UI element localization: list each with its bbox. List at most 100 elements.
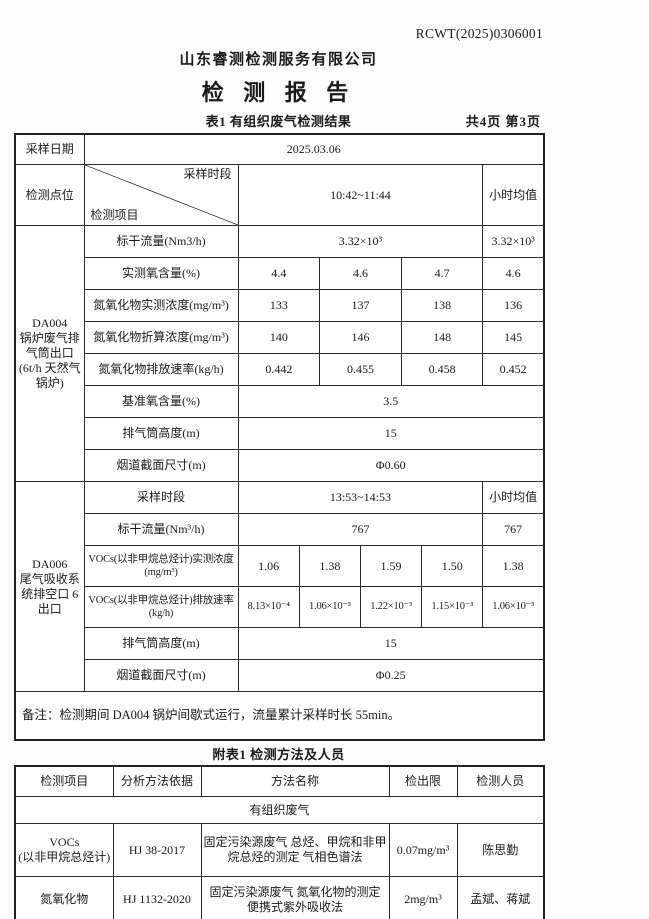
o2-avg: 4.6 — [482, 257, 545, 290]
row-duct-size-da006: 烟道截面尺寸(m) Φ0.25 — [15, 659, 545, 692]
method-basis: HJ 38-2017 — [112, 823, 202, 877]
duct-size-label-da006: 烟道截面尺寸(m) — [83, 659, 239, 692]
voc-concentration-4: 1.50 — [421, 545, 484, 587]
method-item: VOCs (以非甲烷总烃计) — [14, 823, 114, 877]
row-header: 检测点位 采样时段 检测项目 10:42~11:44 小时均值 — [14, 164, 545, 226]
voc-concentration-label: VOCs(以非甲烷总烃计)实测浓度 (mg/m³) — [83, 545, 239, 587]
method-name: 固定污染源废气 氮氧化物的测定 便携式紫外吸收法 — [200, 876, 390, 919]
duct-size-value-da006: Φ0.25 — [237, 659, 545, 692]
nox-converted-1: 140 — [237, 321, 321, 354]
nox-rate-3: 0.458 — [400, 353, 484, 386]
method-personnel: 陈思勤 — [456, 823, 545, 877]
results-table: 采样日期 2025.03.06 检测点位 采样时段 检测项目 10:42~11:… — [14, 133, 545, 741]
table1-caption: 表1 有组织废气检测结果 — [205, 114, 352, 129]
flow-avg: 3.32×10³ — [482, 225, 545, 258]
row-voc-concentration: VOCs(以非甲烷总烃计)实测浓度 (mg/m³) 1.06 1.38 1.59… — [15, 545, 545, 587]
flow-value: 3.32×10³ — [237, 225, 484, 258]
nox-measured-3: 138 — [400, 289, 484, 322]
flow-label: 标干流量(Nm3/h) — [83, 225, 239, 258]
flow-value-da006: 767 — [237, 513, 484, 546]
row-flow-da006: 标干流量(Nm³/h) 767 767 — [15, 513, 545, 546]
voc-rate-label: VOCs(以非甲烷总烃计)排放速率 (kg/h) — [83, 586, 239, 628]
stack-height-value: 15 — [237, 417, 545, 450]
header-detection-limit: 检出限 — [388, 765, 458, 797]
period-da006: 13:53~14:53 — [237, 481, 484, 514]
nox-measured-2: 137 — [319, 289, 402, 322]
voc-rate-1: 8.13×10⁻⁴ — [237, 586, 300, 628]
nox-converted-2: 146 — [319, 321, 402, 354]
nox-rate-1: 0.442 — [237, 353, 321, 386]
point-da006: DA006 尾气吸收系 统排空口 6 出口 — [14, 481, 85, 692]
row-group-header: 有组织废气 — [14, 796, 545, 824]
nox-converted-3: 148 — [400, 321, 484, 354]
period-label-da006: 采样时段 — [83, 481, 239, 514]
voc-concentration-avg: 1.38 — [482, 545, 545, 587]
header-item: 检测项目 — [14, 765, 114, 797]
stack-height-value-da006: 15 — [237, 627, 545, 660]
voc-rate-3: 1.22×10⁻³ — [359, 586, 423, 628]
duct-size-value: Φ0.60 — [237, 449, 545, 482]
nox-converted-avg: 145 — [482, 321, 545, 354]
nox-rate-label: 氮氧化物排放速率(kg/h) — [83, 353, 239, 386]
hour-avg-header-da006: 小时均值 — [482, 481, 545, 514]
row-nox-converted: 氮氧化物折算浓度(mg/m³) 140 146 148 145 — [15, 321, 545, 354]
diagonal-bottom-label: 检测项目 — [90, 208, 139, 222]
nox-measured-label: 氮氧化物实测浓度(mg/m³) — [83, 289, 239, 322]
row-methods-header: 检测项目 分析方法依据 方法名称 检出限 检测人员 — [14, 765, 545, 797]
base-o2-value: 3.5 — [237, 385, 545, 418]
voc-concentration-2: 1.38 — [298, 545, 361, 587]
row-nox-rate: 氮氧化物排放速率(kg/h) 0.442 0.455 0.458 0.452 — [15, 353, 545, 386]
row-period-da006: DA006 尾气吸收系 统排空口 6 出口 采样时段 13:53~14:53 小… — [14, 481, 545, 692]
row-sampling-date: 采样日期 2025.03.06 — [14, 133, 545, 165]
diagonal-top-label: 采样时段 — [183, 167, 232, 181]
sampling-date-value: 2025.03.06 — [83, 133, 545, 165]
header-method-name: 方法名称 — [200, 765, 390, 797]
nox-measured-avg: 136 — [482, 289, 545, 322]
row-base-o2: 基准氧含量(%) 3.5 — [15, 385, 545, 418]
group-header: 有组织废气 — [14, 796, 545, 824]
base-o2-label: 基准氧含量(%) — [83, 385, 239, 418]
page-indicator: 共4页 第3页 — [465, 114, 541, 129]
hour-avg-header: 小时均值 — [482, 164, 545, 226]
nox-measured-1: 133 — [237, 289, 321, 322]
report-number: RCWT(2025)0306001 — [415, 26, 543, 41]
stack-height-label-da006: 排气筒高度(m) — [83, 627, 239, 660]
o2-label: 实测氧含量(%) — [83, 257, 239, 290]
duct-size-label: 烟道截面尺寸(m) — [83, 449, 239, 482]
note-text: 备注：检测期间 DA004 锅炉间歇式运行，流量累计采样时长 55min。 — [14, 691, 545, 741]
point-header: 检测点位 — [14, 164, 85, 226]
header-method-basis: 分析方法依据 — [112, 765, 202, 797]
nox-rate-avg: 0.452 — [482, 353, 545, 386]
method-limit: 2mg/m³ — [388, 876, 458, 919]
period-da004: 10:42~11:44 — [237, 164, 484, 226]
row-voc-rate: VOCs(以非甲烷总烃计)排放速率 (kg/h) 8.13×10⁻⁴ 1.06×… — [15, 586, 545, 628]
company-name: 山东睿测检测服务有限公司 — [179, 52, 378, 68]
method-name: 固定污染源废气 总烃、甲烷和非甲烷总烃的测定 气相色谱法 — [200, 823, 390, 877]
method-personnel: 孟斌、蒋斌 — [456, 876, 545, 919]
methods-table: 检测项目 分析方法依据 方法名称 检出限 检测人员 有组织废气 VOCs (以非… — [14, 765, 545, 919]
nox-converted-label: 氮氧化物折算浓度(mg/m³) — [83, 321, 239, 354]
diagonal-header-cell: 采样时段 检测项目 — [83, 164, 239, 226]
sampling-date-label: 采样日期 — [14, 133, 85, 165]
voc-rate-2: 1.06×10⁻³ — [298, 586, 361, 628]
o2-value-3: 4.7 — [400, 257, 484, 290]
voc-concentration-3: 1.59 — [359, 545, 423, 587]
o2-value-2: 4.6 — [319, 257, 402, 290]
header-personnel: 检测人员 — [456, 765, 545, 797]
report-title: 检 测 报 告 — [201, 80, 356, 105]
voc-concentration-1: 1.06 — [237, 545, 300, 587]
voc-rate-avg: 1.06×10⁻³ — [482, 586, 545, 628]
row-nox-measured: 氮氧化物实测浓度(mg/m³) 133 137 138 136 — [15, 289, 545, 322]
appendix-caption: 附表1 检测方法及人员 — [212, 747, 345, 762]
row-stack-height-da004: 排气筒高度(m) 15 — [15, 417, 545, 450]
row-duct-size-da004: 烟道截面尺寸(m) Φ0.60 — [15, 449, 545, 482]
table1-caption-row: 表1 有组织废气检测结果 共4页 第3页 — [14, 113, 543, 132]
row-stack-height-da006: 排气筒高度(m) 15 — [15, 627, 545, 660]
point-da004: DA004 锅炉废气排 气筒出口 (6t/h 天然气 锅炉) — [14, 225, 85, 482]
diagonal-line — [85, 165, 237, 225]
method-limit: 0.07mg/m³ — [388, 823, 458, 877]
row-flow-da004: DA004 锅炉废气排 气筒出口 (6t/h 天然气 锅炉) 标干流量(Nm3/… — [14, 225, 545, 482]
voc-rate-4: 1.15×10⁻³ — [421, 586, 484, 628]
row-o2-da004: 实测氧含量(%) 4.4 4.6 4.7 4.6 — [15, 257, 545, 290]
